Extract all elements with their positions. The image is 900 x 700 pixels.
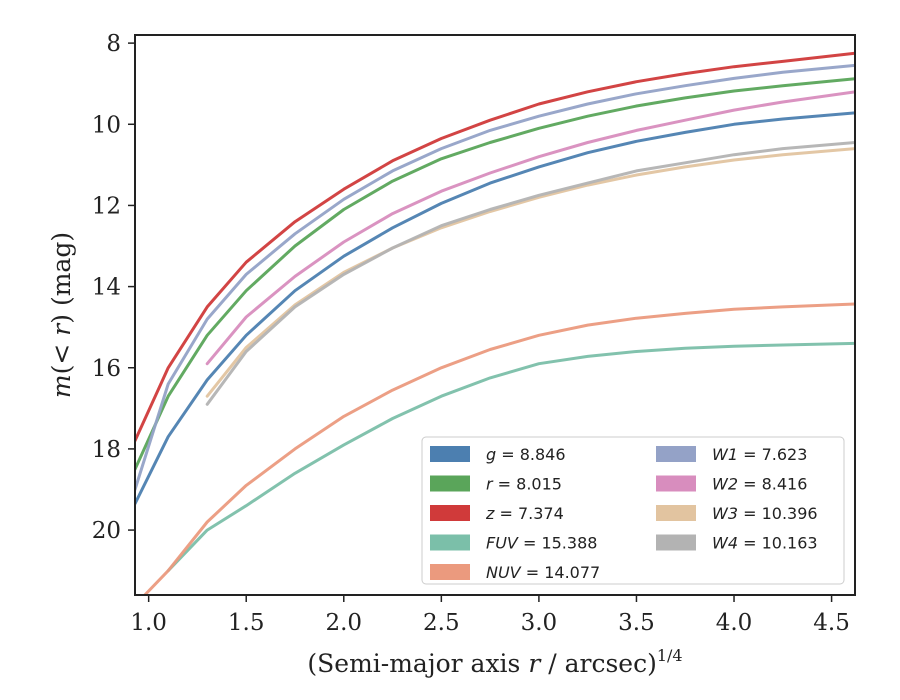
legend-entry-w3: W3 = 10.396 <box>656 504 818 523</box>
legend-entry-z: z = 7.374 <box>430 504 564 523</box>
legend-swatch <box>656 475 696 492</box>
legend-entry-w4: W4 = 10.163 <box>656 534 818 553</box>
y-axis-label-m: m <box>47 374 76 398</box>
series-line-z <box>135 51 855 443</box>
legend-swatch <box>430 534 470 551</box>
x-tick-label: 2.0 <box>325 610 362 636</box>
series-line-w1 <box>135 63 855 491</box>
y-axis-ticks: 8 10 12 14 16 18 20 <box>92 31 135 544</box>
legend-label: W2 = 8.416 <box>712 475 807 494</box>
y-tick-label: 20 <box>92 518 121 544</box>
y-axis-label-r: r <box>47 322 76 336</box>
legend-swatch <box>430 446 470 462</box>
x-axis-label-exponent: 1/4 <box>657 646 683 665</box>
y-tick-label: 10 <box>92 112 121 138</box>
legend-entry-nuv: NUV = 14.077 <box>430 563 600 582</box>
legend-label: W3 = 10.396 <box>712 504 818 523</box>
series-line-nuv <box>143 302 855 595</box>
curves-group <box>135 51 855 595</box>
series-line-g <box>135 111 855 506</box>
x-tick-label: 4.5 <box>813 610 850 636</box>
y-tick-label: 18 <box>92 437 121 463</box>
legend-swatch <box>656 446 696 462</box>
x-axis-label-suffix: / arcsec) <box>540 649 657 678</box>
y-tick-label: 8 <box>106 31 121 57</box>
y-tick-label: 14 <box>92 275 121 301</box>
x-tick-label: 4.0 <box>716 610 753 636</box>
legend-label: g = 8.846 <box>486 445 566 464</box>
legend-label: FUV = 15.388 <box>486 534 597 553</box>
legend-entry-w1: W1 = 7.623 <box>656 445 807 464</box>
x-tick-label: 1.0 <box>130 610 167 636</box>
x-tick-label: 3.5 <box>618 610 655 636</box>
x-tick-label: 2.5 <box>423 610 460 636</box>
legend-swatch <box>430 475 470 492</box>
y-axis-label: m(< r) (mag) <box>47 232 76 398</box>
x-axis-label-prefix: (Semi-major axis <box>307 649 528 678</box>
series-line-w3 <box>205 147 855 398</box>
y-axis-label-open: (< <box>47 336 76 375</box>
legend-label: W4 = 10.163 <box>712 534 818 553</box>
series-line-w2 <box>205 90 855 366</box>
y-axis-label-close: ) (mag) <box>47 232 76 324</box>
legend-entry-w2: W2 = 8.416 <box>656 475 807 494</box>
legend-entry-g: g = 8.846 <box>430 445 566 464</box>
legend-entry-fuv: FUV = 15.388 <box>430 534 597 553</box>
plot-frame <box>134 34 856 596</box>
legend-label: r = 8.015 <box>486 475 562 494</box>
series-line-w4 <box>205 141 855 406</box>
legend-swatch <box>656 534 696 551</box>
x-tick-label: 3.0 <box>521 610 558 636</box>
legend-label: z = 7.374 <box>485 504 564 523</box>
legend-entry-r: r = 8.015 <box>430 475 562 494</box>
y-tick-label: 16 <box>92 356 121 382</box>
legend-swatch <box>430 564 470 580</box>
legend-label: NUV = 14.077 <box>486 563 600 582</box>
legend-label: W1 = 7.623 <box>712 445 807 464</box>
x-axis-label-var: r <box>528 649 542 678</box>
series-line-fuv <box>166 341 855 573</box>
legend: g = 8.846 r = 8.015 z = 7.374 FUV = 15.388 N… <box>421 436 845 585</box>
legend-swatch <box>656 505 696 521</box>
series-line-r <box>135 77 855 471</box>
y-tick-label: 12 <box>92 193 121 219</box>
x-tick-label: 1.5 <box>228 610 265 636</box>
x-axis-label: (Semi-major axis r / arcsec)1/4 <box>307 646 682 678</box>
legend-box <box>421 436 845 585</box>
x-axis-ticks: 1.0 1.5 2.0 2.5 3.0 3.5 4.0 4.5 <box>130 595 850 636</box>
legend-swatch <box>430 505 470 521</box>
